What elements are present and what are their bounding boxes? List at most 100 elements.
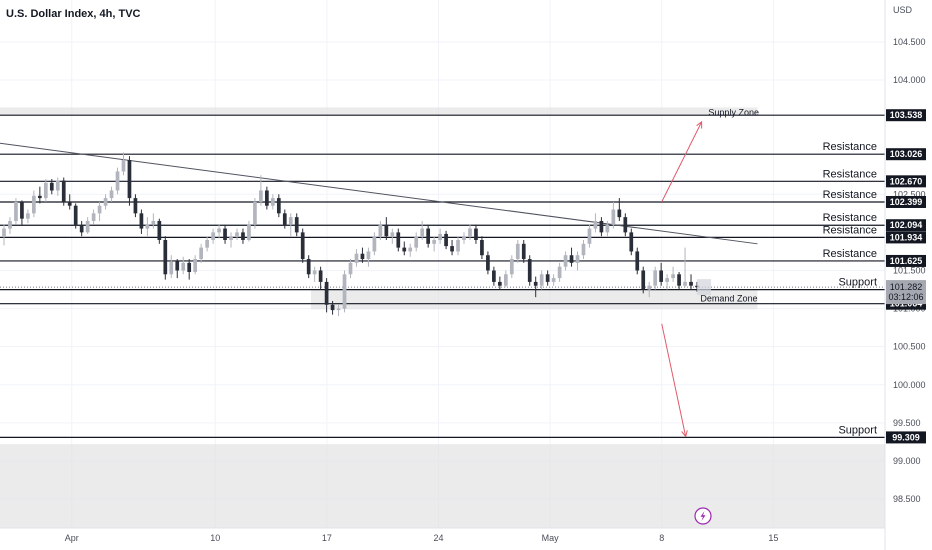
x-tick-label: 15	[768, 533, 778, 543]
candle	[2, 224, 6, 246]
price-badge: 101.934	[886, 231, 926, 244]
candle	[360, 247, 365, 263]
candle	[665, 274, 669, 290]
currency-label: USD	[893, 5, 913, 15]
candle	[521, 240, 526, 263]
candle	[306, 255, 311, 279]
candle-body	[444, 233, 448, 247]
candle-body	[569, 255, 574, 263]
candle-body	[115, 171, 120, 191]
candle	[139, 209, 144, 234]
candle-body	[61, 180, 66, 202]
candle	[193, 255, 198, 275]
candle-body	[79, 224, 84, 233]
candle-body	[396, 232, 401, 248]
candle	[468, 224, 472, 240]
candle-body	[402, 247, 407, 252]
candle	[324, 278, 329, 313]
candle	[205, 236, 209, 252]
price-badge: 99.309	[886, 431, 926, 444]
candle	[61, 177, 66, 206]
candle-body	[199, 247, 203, 260]
candle-body	[121, 160, 126, 172]
candle-body	[593, 220, 598, 229]
candle-body	[85, 220, 90, 233]
x-tick-label: Apr	[65, 533, 79, 543]
candle-body	[235, 232, 239, 237]
candle	[575, 251, 580, 271]
candle	[503, 270, 508, 288]
candle-body	[330, 304, 335, 311]
candle-body	[181, 262, 186, 271]
candle-body	[43, 182, 48, 199]
candle-body	[336, 308, 341, 311]
candle	[79, 220, 84, 237]
time-axis[interactable]: Apr 10 17 24 May 8 15	[65, 533, 779, 543]
candle	[342, 270, 347, 313]
plot-background	[0, 0, 885, 528]
zone-rect-1	[310, 289, 758, 310]
candle-body	[498, 281, 502, 286]
candle	[145, 217, 150, 237]
candle-body	[229, 236, 233, 240]
candle-body	[432, 240, 436, 244]
trendline[interactable]	[0, 142, 758, 245]
candle	[480, 236, 484, 260]
replay-lightning-icon[interactable]	[694, 507, 712, 525]
candle	[599, 217, 604, 237]
candle	[396, 228, 401, 252]
price-badge: 103.538	[886, 109, 926, 122]
candle-body	[282, 213, 287, 225]
zone-label: Supply Zone	[708, 107, 759, 117]
candle	[689, 274, 693, 290]
candle-body	[671, 274, 675, 279]
candle	[294, 213, 299, 237]
candle	[366, 247, 371, 267]
candle-body	[599, 220, 604, 233]
y-tick-label: 100.500	[893, 342, 926, 352]
candle	[187, 259, 192, 280]
candle	[229, 232, 233, 248]
candle	[43, 179, 48, 202]
candle	[653, 266, 658, 290]
candle	[336, 304, 341, 317]
zone-labels: Supply Zone Demand Zone	[700, 107, 759, 303]
candle	[677, 272, 681, 290]
candle-body	[127, 160, 132, 199]
y-tick-label: 104.500	[893, 37, 926, 47]
candle	[629, 228, 634, 256]
candle	[73, 203, 78, 229]
y-tick-label: 98.500	[893, 494, 921, 504]
candle-body	[67, 201, 72, 206]
candle	[8, 217, 12, 234]
candle	[169, 255, 174, 279]
candle	[563, 251, 568, 271]
candle	[223, 224, 227, 244]
candle-body	[420, 228, 425, 237]
candle-body	[551, 278, 556, 282]
candle-body	[2, 228, 6, 237]
candle	[288, 213, 293, 237]
price-badge-bg	[886, 175, 926, 188]
candle-body	[312, 270, 317, 275]
candle-body	[653, 270, 658, 286]
candle	[486, 251, 490, 275]
candle	[378, 220, 383, 240]
candle-body	[366, 251, 371, 260]
x-tick-label: 24	[434, 533, 444, 543]
candle	[498, 276, 502, 290]
candle-body	[247, 224, 251, 240]
candle-body	[73, 205, 78, 225]
candle	[593, 213, 598, 233]
price-badge: 103.026	[886, 148, 926, 161]
y-tick-label: 101.500	[893, 265, 926, 275]
candle	[527, 255, 532, 286]
candle-body	[462, 236, 466, 240]
candle-body	[14, 201, 18, 221]
candle	[659, 262, 664, 286]
level-annotation: Resistance	[823, 212, 877, 224]
candle-body	[689, 281, 693, 286]
price-badge-bg	[886, 431, 926, 444]
candle	[217, 224, 221, 239]
